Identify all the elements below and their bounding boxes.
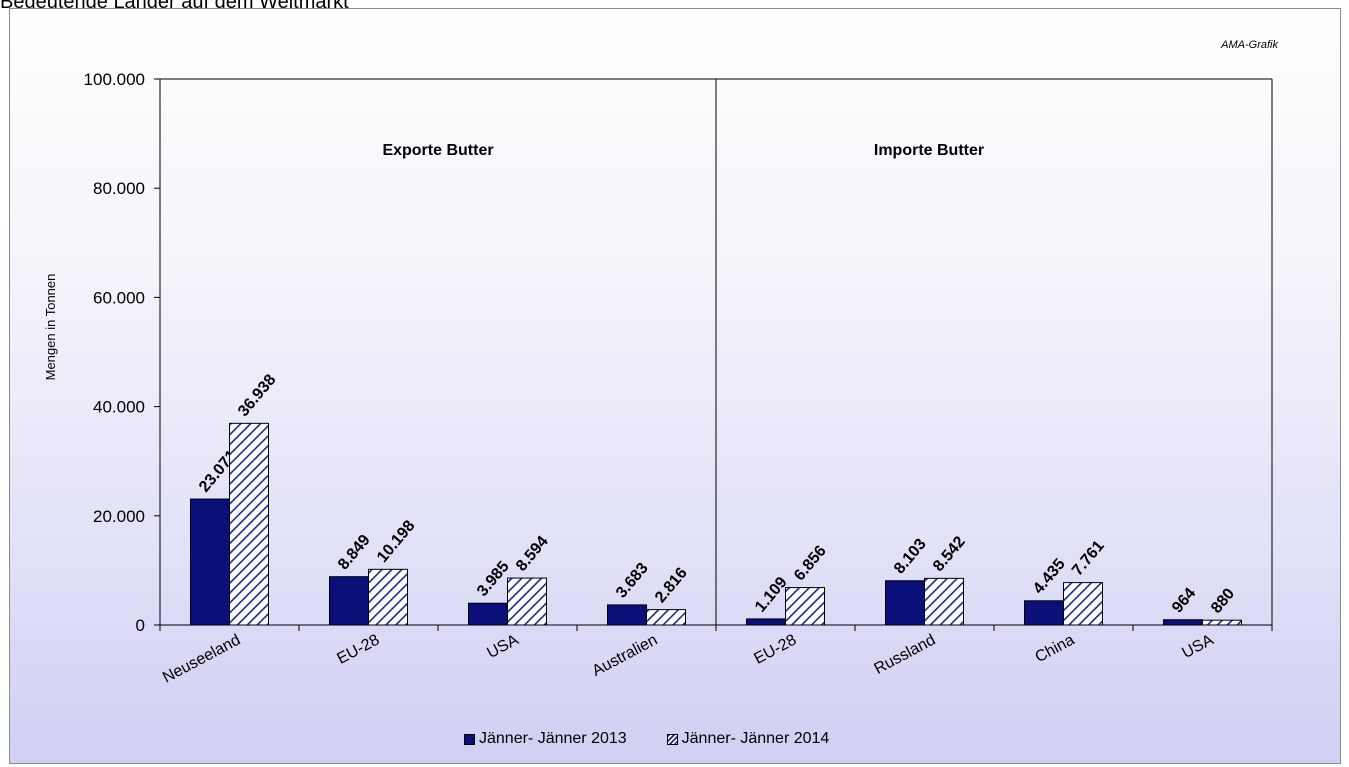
- legend-label-series-1: Jänner- Jänner 2013: [479, 730, 627, 747]
- bar: [1024, 600, 1064, 626]
- category-label: China: [1032, 631, 1077, 666]
- category-label: Russland: [872, 632, 939, 678]
- data-label: 8.542: [930, 533, 969, 575]
- legend-item-series-2: Jänner- Jänner 2014: [666, 730, 830, 748]
- data-label: 7.761: [1069, 538, 1108, 580]
- bar: [190, 498, 230, 626]
- data-label: 10.198: [374, 517, 419, 565]
- bar: [1202, 619, 1242, 626]
- bar: [607, 604, 647, 626]
- y-tick-label: 0: [136, 616, 145, 635]
- data-label: 8.594: [513, 533, 552, 575]
- bar: [924, 577, 964, 626]
- data-label: 880: [1208, 585, 1238, 616]
- bar: [229, 422, 269, 626]
- chart-legend: Jänner- Jänner 2013 Jänner- Jänner 2014: [464, 730, 869, 748]
- data-label: 2.816: [652, 565, 691, 607]
- category-label: Australien: [590, 632, 661, 680]
- legend-item-series-1: Jänner- Jänner 2013: [464, 730, 627, 748]
- y-axis-title: Mengen in Tonnen: [43, 274, 58, 381]
- chart-frame: AMA-Grafik: [9, 8, 1341, 764]
- category-label: Neuseeland: [160, 632, 243, 687]
- y-tick-label: 20.000: [93, 507, 145, 526]
- category-label: EU-28: [751, 631, 799, 667]
- y-tick-label: 80.000: [93, 179, 145, 198]
- data-label: 964: [1169, 585, 1199, 616]
- category-label: EU-28: [334, 631, 382, 667]
- data-label: 8.849: [335, 532, 374, 574]
- source-note: AMA-Grafik: [1221, 39, 1278, 51]
- bar: [507, 577, 547, 626]
- bar: [368, 568, 408, 626]
- legend-swatch-hatched: [666, 733, 678, 745]
- data-label: 36.938: [235, 371, 280, 419]
- legend-label-series-2: Jänner- Jänner 2014: [681, 730, 830, 747]
- bar: [329, 576, 369, 626]
- y-tick-label: 60.000: [93, 288, 145, 307]
- data-label: 8.103: [891, 536, 930, 578]
- data-label: 3.683: [613, 560, 652, 602]
- bar: [746, 618, 786, 626]
- panel-title: Exporte Butter: [382, 142, 493, 159]
- bar: [885, 580, 925, 626]
- legend-swatch-solid: [464, 733, 475, 745]
- panel-title: Importe Butter: [874, 142, 984, 159]
- bar: [785, 587, 825, 626]
- data-label: 6.856: [791, 542, 830, 584]
- y-tick-label: 100.000: [84, 70, 145, 89]
- bar: [1163, 619, 1203, 626]
- category-label: USA: [1179, 631, 1216, 662]
- bar: [646, 609, 686, 626]
- y-tick-label: 40.000: [93, 398, 145, 417]
- bar: [468, 602, 508, 626]
- category-label: USA: [484, 631, 521, 662]
- bar: [1063, 582, 1103, 626]
